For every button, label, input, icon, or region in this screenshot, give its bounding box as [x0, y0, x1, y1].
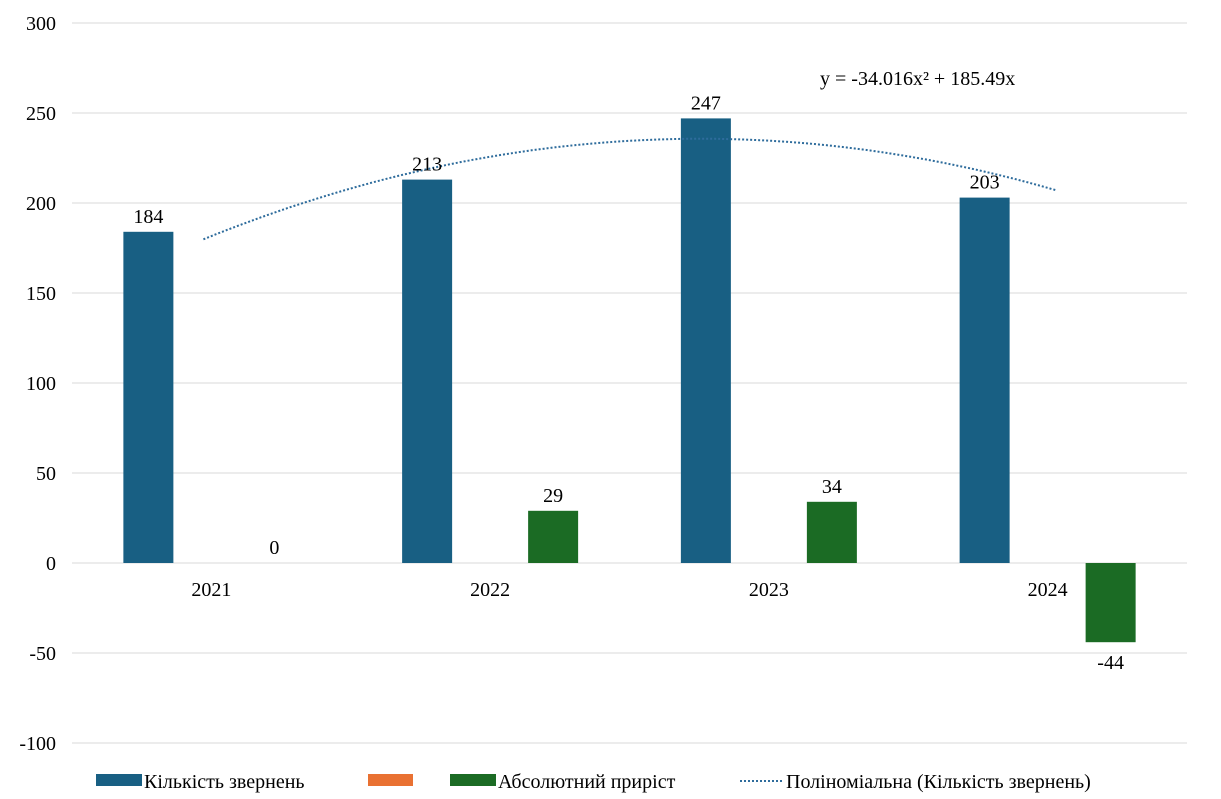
data-label: 29	[543, 485, 563, 507]
trendline	[203, 137, 1056, 241]
trendline-equation: y = -34.016x² + 185.49x	[820, 68, 1015, 90]
x-tick-label: 2023	[749, 579, 789, 601]
legend-swatch	[96, 774, 142, 786]
y-tick-label: 50	[36, 463, 56, 485]
data-label: 0	[269, 537, 279, 559]
legend-label: Кількість звернень	[144, 771, 305, 793]
y-tick-label: -50	[29, 643, 56, 665]
y-tick-label: 250	[26, 103, 56, 125]
legend-label: Поліноміальна (Кількість звернень)	[786, 771, 1091, 793]
data-label: 34	[822, 476, 842, 498]
y-tick-label: 200	[26, 193, 56, 215]
y-tick-label: 300	[26, 13, 56, 35]
bar-абсолютний-приріст-2023	[806, 501, 857, 563]
legend-swatch	[368, 774, 413, 786]
bar-абсолютний-приріст-2022	[528, 510, 579, 563]
bars	[123, 118, 1136, 643]
data-label: 213	[412, 154, 442, 176]
bar-кількість-звернень-2023	[680, 118, 731, 564]
bar-абсолютний-приріст-2024	[1085, 563, 1136, 643]
y-axis-tick-labels: -100 -50 0 50 100 150 200 250 300	[19, 13, 56, 755]
y-tick-label: 150	[26, 283, 56, 305]
legend-label: Абсолютний приріст	[498, 771, 676, 793]
y-tick-label: 100	[26, 373, 56, 395]
data-label: 184	[133, 206, 163, 228]
gridlines	[72, 22, 1187, 744]
x-tick-label: 2024	[1028, 579, 1068, 601]
trendline-layer	[203, 137, 1056, 241]
x-tick-label: 2022	[470, 579, 510, 601]
x-axis-tick-labels: 2021 2022 2023 2024	[191, 579, 1067, 601]
bar-кількість-звернень-2022	[402, 179, 453, 563]
data-label: 247	[691, 92, 721, 114]
x-tick-label: 2021	[191, 579, 231, 601]
y-tick-label: 0	[46, 553, 56, 575]
legend-swatch	[450, 774, 496, 786]
legend: Кількість звернень Абсолютний приріст Полі…	[96, 771, 1091, 793]
data-label: 203	[970, 172, 1000, 194]
data-label: -44	[1097, 652, 1124, 674]
data-labels: 184 0 213 29 247 34 203 -44	[133, 92, 1124, 674]
bar-кількість-звернень-2021	[123, 231, 174, 564]
y-tick-label: -100	[19, 733, 56, 755]
bar-кількість-звернень-2024	[959, 197, 1010, 563]
